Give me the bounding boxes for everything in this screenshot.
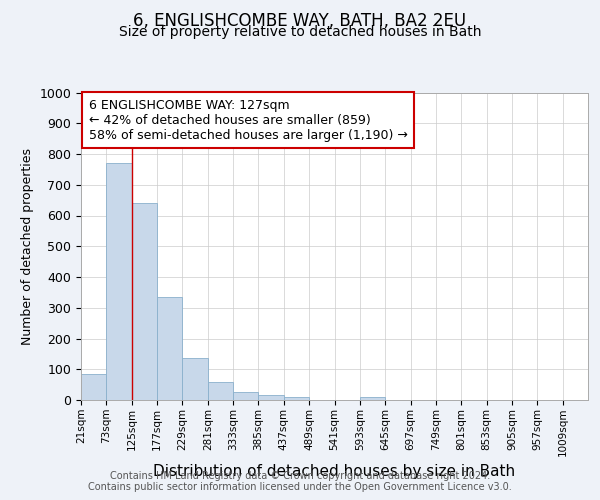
Bar	[182, 358, 208, 400]
Bar	[284, 397, 309, 400]
Bar	[233, 392, 259, 400]
Text: Contains HM Land Registry data © Crown copyright and database right 2024.: Contains HM Land Registry data © Crown c…	[110, 471, 490, 481]
Bar	[132, 203, 157, 400]
Text: 6 ENGLISHCOMBE WAY: 127sqm
← 42% of detached houses are smaller (859)
58% of sem: 6 ENGLISHCOMBE WAY: 127sqm ← 42% of deta…	[89, 98, 407, 142]
Bar	[208, 382, 233, 400]
X-axis label: Distribution of detached houses by size in Bath: Distribution of detached houses by size …	[154, 464, 515, 479]
Text: 6, ENGLISHCOMBE WAY, BATH, BA2 2EU: 6, ENGLISHCOMBE WAY, BATH, BA2 2EU	[133, 12, 467, 30]
Bar	[81, 374, 106, 400]
Bar	[259, 396, 284, 400]
Text: Contains public sector information licensed under the Open Government Licence v3: Contains public sector information licen…	[88, 482, 512, 492]
Bar	[157, 297, 182, 400]
Y-axis label: Number of detached properties: Number of detached properties	[21, 148, 34, 345]
Bar	[106, 163, 132, 400]
Bar	[360, 397, 385, 400]
Text: Size of property relative to detached houses in Bath: Size of property relative to detached ho…	[119, 25, 481, 39]
